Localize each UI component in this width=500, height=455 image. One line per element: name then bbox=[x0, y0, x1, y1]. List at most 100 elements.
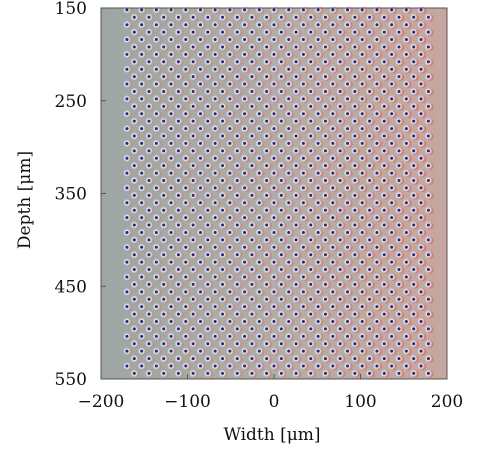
hole-point bbox=[189, 13, 199, 22]
hole-point bbox=[167, 139, 177, 148]
hole-point bbox=[218, 117, 228, 126]
hole-point bbox=[343, 94, 353, 104]
hole-point bbox=[417, 362, 427, 371]
hole-point bbox=[248, 221, 258, 230]
hole-point bbox=[380, 28, 390, 37]
hole-point bbox=[270, 109, 280, 118]
hole-point bbox=[358, 362, 368, 371]
hole-point bbox=[336, 132, 346, 141]
hole-point bbox=[409, 250, 419, 259]
hole-point bbox=[174, 354, 184, 363]
hole-point bbox=[174, 265, 184, 274]
hole-point bbox=[137, 154, 147, 163]
hole-point bbox=[336, 369, 346, 378]
hole-point bbox=[152, 184, 162, 193]
hole-point bbox=[314, 35, 324, 44]
hole-point bbox=[299, 332, 309, 341]
hole-point bbox=[123, 169, 133, 178]
hole-point bbox=[203, 72, 214, 81]
hole-point bbox=[299, 50, 309, 59]
hole-point bbox=[277, 87, 287, 96]
hole-point bbox=[181, 347, 191, 356]
hole-point bbox=[292, 295, 302, 304]
hole-point bbox=[225, 169, 236, 178]
hole-point bbox=[145, 13, 155, 22]
hole-point bbox=[145, 206, 155, 215]
hole-point bbox=[240, 35, 250, 44]
hole-point bbox=[417, 80, 427, 89]
hole-point bbox=[328, 228, 339, 237]
hole-point bbox=[130, 87, 140, 96]
hole-point bbox=[328, 317, 339, 326]
hole-point bbox=[306, 132, 316, 141]
hole-point bbox=[167, 50, 177, 59]
hole-point bbox=[130, 43, 140, 52]
hole-point bbox=[299, 124, 309, 133]
hole-point bbox=[159, 191, 169, 200]
hole-point bbox=[174, 28, 184, 37]
hole-point bbox=[402, 198, 412, 207]
hole-point bbox=[284, 139, 294, 148]
hole-point bbox=[218, 13, 228, 22]
hole-point bbox=[203, 354, 214, 363]
hole-point bbox=[233, 161, 243, 170]
hole-point bbox=[336, 72, 346, 81]
hole-point bbox=[225, 317, 236, 326]
hole-point bbox=[233, 176, 243, 185]
hole-point bbox=[152, 362, 162, 371]
hole-point bbox=[225, 124, 236, 133]
hole-point bbox=[189, 43, 199, 52]
hole-point bbox=[137, 124, 147, 133]
hole-point bbox=[174, 191, 184, 200]
hole-point bbox=[402, 228, 412, 237]
hole-point bbox=[130, 235, 140, 245]
hole-point bbox=[225, 332, 236, 341]
hole-point bbox=[159, 310, 169, 319]
hole-point bbox=[395, 325, 405, 334]
hole-point bbox=[306, 354, 316, 363]
hole-point bbox=[417, 258, 427, 267]
hole-point bbox=[365, 206, 375, 215]
hole-point bbox=[189, 176, 199, 185]
hole-point bbox=[292, 72, 302, 81]
hole-point bbox=[380, 43, 390, 52]
hole-point bbox=[181, 273, 191, 282]
hole-point bbox=[424, 191, 434, 200]
hole-point bbox=[395, 72, 405, 81]
hole-point bbox=[262, 13, 272, 22]
hole-point bbox=[277, 43, 287, 52]
hole-point bbox=[145, 325, 155, 334]
hole-point bbox=[358, 258, 368, 267]
hole-point bbox=[409, 87, 419, 96]
hole-point bbox=[211, 243, 221, 252]
hole-point bbox=[255, 213, 265, 222]
hole-point bbox=[255, 198, 265, 207]
hole-point bbox=[123, 213, 133, 222]
hole-point bbox=[211, 273, 221, 282]
hole-point bbox=[306, 191, 316, 200]
hole-point bbox=[417, 273, 427, 282]
hole-point bbox=[255, 80, 265, 89]
hole-point bbox=[387, 243, 397, 252]
hole-point bbox=[321, 191, 331, 200]
hole-point bbox=[255, 20, 265, 29]
hole-point bbox=[380, 161, 390, 170]
hole-point bbox=[328, 243, 339, 252]
hole-point bbox=[284, 332, 294, 341]
hole-point bbox=[321, 369, 331, 378]
hole-point bbox=[189, 102, 199, 111]
hole-point bbox=[233, 117, 243, 126]
hole-point bbox=[233, 354, 243, 363]
hole-point bbox=[262, 102, 272, 111]
hole-point bbox=[270, 302, 280, 311]
hole-point bbox=[137, 362, 147, 371]
hole-point bbox=[284, 317, 294, 326]
hole-point bbox=[152, 332, 162, 341]
hole-point bbox=[373, 213, 383, 222]
hole-point bbox=[424, 132, 434, 141]
hole-point bbox=[130, 28, 140, 37]
hole-point bbox=[424, 72, 434, 81]
hole-point bbox=[409, 295, 419, 304]
hole-point bbox=[292, 265, 302, 274]
hole-point bbox=[350, 57, 361, 66]
